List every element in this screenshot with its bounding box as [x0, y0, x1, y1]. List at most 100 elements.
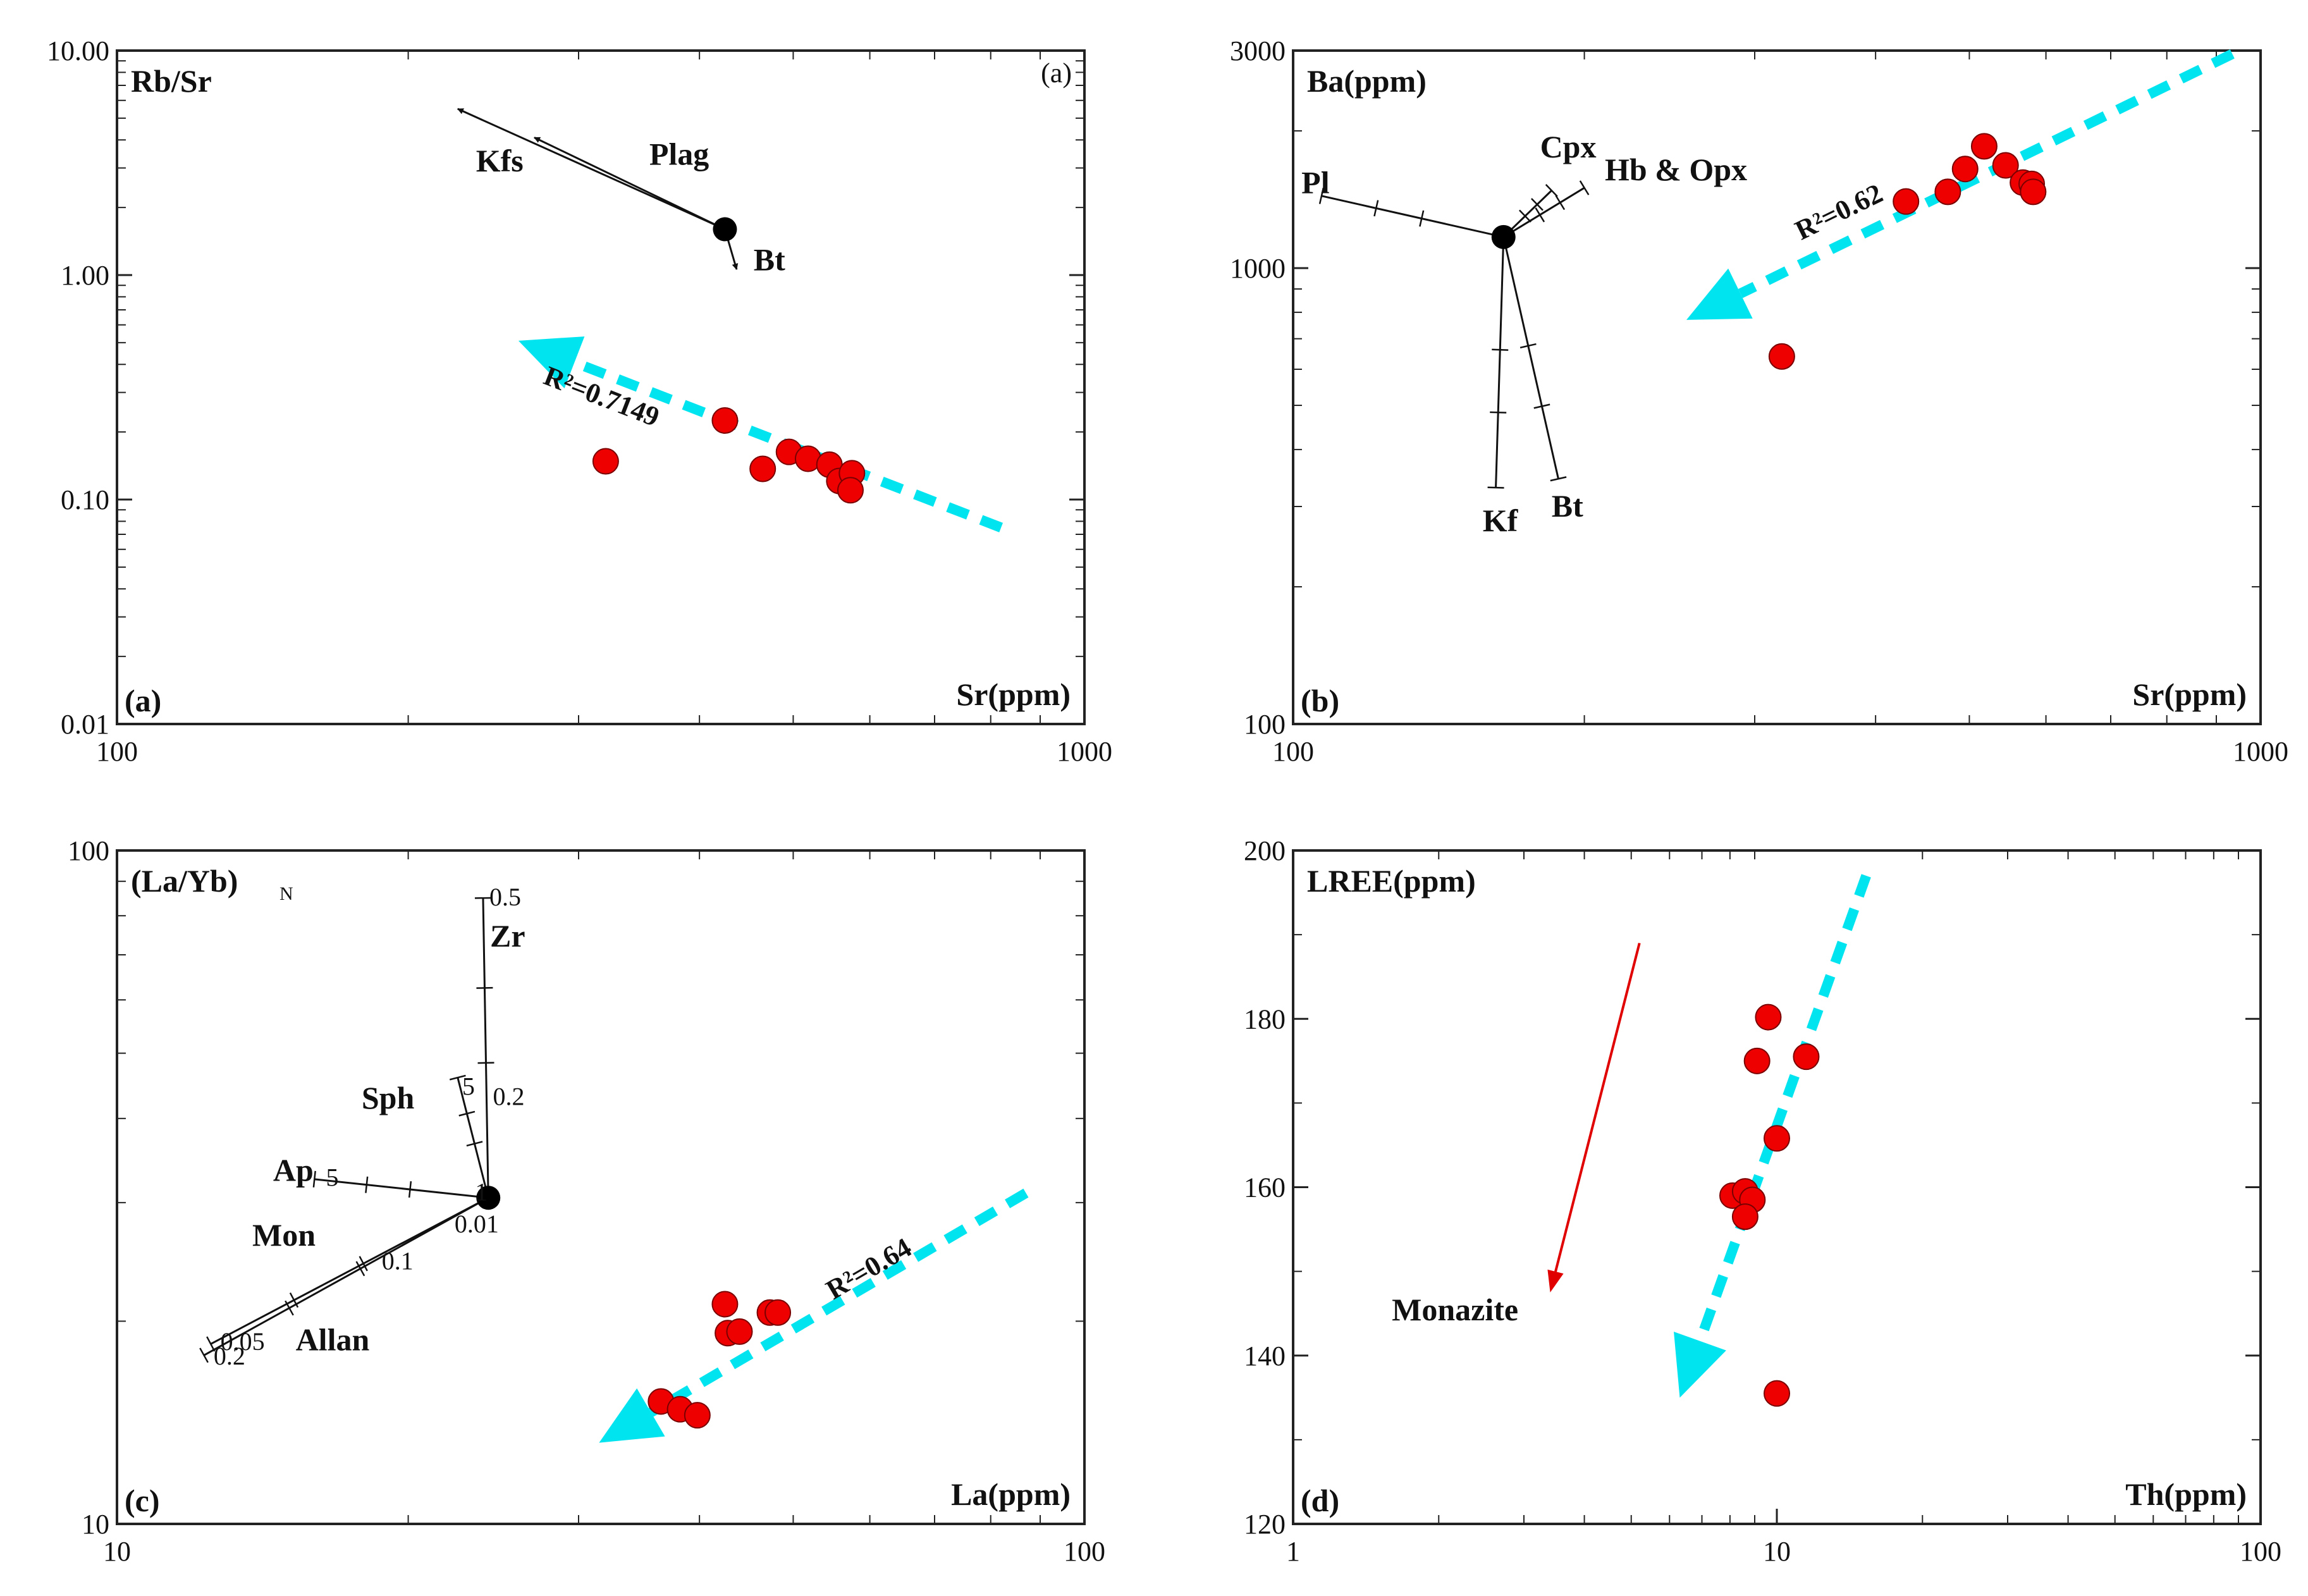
vector-label-hb-opx: Hb & Opx	[1605, 152, 1747, 187]
vector-sph-line	[457, 1077, 489, 1198]
data-point	[1893, 188, 1920, 215]
vector-tick	[1519, 343, 1537, 349]
y-tick-label: 3000	[1230, 35, 1286, 66]
chart-panel-b: 100 1000 100 1000 3000 Ba(ppm) Sr(ppm) (b) R²=0.…	[1230, 35, 2288, 767]
vector-tick	[1533, 403, 1550, 409]
vector-tick	[285, 1300, 294, 1316]
data-point	[1731, 1203, 1759, 1231]
vector-tick	[1318, 187, 1325, 204]
data-point	[684, 1402, 711, 1429]
coefficient-label: 0.2	[493, 1082, 524, 1110]
y-tick-label: 100	[1244, 709, 1286, 740]
panel-label: (d)	[1301, 1483, 1339, 1518]
vector-allan-line	[203, 1196, 489, 1356]
trend-arrowhead	[599, 1388, 665, 1443]
y-tick-label: 200	[1244, 835, 1286, 866]
vector-tick	[408, 1181, 412, 1198]
panel-corner-label: (a)	[1041, 58, 1072, 89]
vector-kf-line	[1495, 236, 1505, 488]
vector-tick	[359, 1256, 368, 1272]
coefficient-label: 0.2	[214, 1342, 245, 1370]
chart-panel-a: 100 1000 0.01 0.10 1.00 10.00 Rb/Sr Sr(ppm) (a) (…	[47, 35, 1112, 767]
y-axis-label: Rb/Sr	[131, 63, 212, 99]
panel-label: (c)	[125, 1483, 160, 1518]
vector-tick	[449, 1074, 466, 1081]
vector-pl-line	[1321, 195, 1504, 238]
data-point	[1793, 1043, 1820, 1071]
x-axis-label: Th(ppm)	[2125, 1476, 2247, 1512]
data-point	[749, 455, 776, 482]
y-tick-label: 180	[1244, 1004, 1286, 1034]
vector-tick	[1550, 476, 1567, 482]
y-axis-label: (La/Yb)	[131, 863, 238, 899]
vector-tick	[1490, 411, 1507, 414]
trend-arrowhead	[518, 336, 585, 389]
plot-frame	[1292, 49, 2262, 725]
x-tick-label: 1000	[2233, 736, 2288, 767]
data-point	[1992, 152, 2019, 179]
vector-tick	[206, 1336, 216, 1352]
data-point	[726, 1318, 753, 1345]
y-tick-label: 120	[1244, 1509, 1286, 1540]
vector-tick	[1579, 180, 1590, 195]
data-point	[1951, 156, 1979, 183]
vector-tick	[1535, 207, 1545, 223]
vector-tick	[1531, 198, 1544, 211]
monazite-arrowhead	[1547, 1269, 1564, 1292]
x-tick-label: 100	[1272, 736, 1314, 767]
y-tick-label: 10.00	[47, 35, 109, 66]
x-tick-label: 100	[2240, 1536, 2281, 1567]
chart-panel-d: 1 10 100 120 140 160 180 200 LREE(ppm) Th(ppm) (d)…	[1244, 835, 2281, 1567]
x-axis-label: Sr(ppm)	[956, 677, 1071, 712]
y-axis-label: LREE(ppm)	[1307, 863, 1476, 899]
y-tick-label: 140	[1244, 1341, 1286, 1372]
data-point	[1755, 1004, 1782, 1031]
x-axis-label: La(ppm)	[951, 1476, 1071, 1512]
x-tick-label: 10	[1763, 1536, 1791, 1567]
data-point	[711, 407, 739, 434]
coefficient-label: 1	[475, 1178, 488, 1206]
vector-tick	[199, 1347, 209, 1363]
vector-tick	[1419, 210, 1425, 227]
coefficient-label: 0.01	[455, 1210, 499, 1238]
y-tick-label: 10	[82, 1509, 109, 1540]
y-tick-label: 0.01	[61, 709, 109, 740]
vector-label-kfs: Kfs	[476, 143, 524, 178]
vector-label-plag: Plag	[649, 137, 709, 172]
vector-tick	[365, 1176, 369, 1193]
y-tick-label: 1000	[1230, 253, 1286, 284]
plot-frame	[1292, 849, 2262, 1525]
panel-label: (a)	[125, 683, 161, 718]
y-tick-label: 160	[1244, 1172, 1286, 1203]
vector-plag-line	[534, 137, 726, 230]
vector-label-kf: Kf	[1483, 503, 1519, 538]
x-tick-label: 100	[96, 736, 138, 767]
vector-label-sph: Sph	[362, 1080, 415, 1115]
data-point	[1743, 1047, 1771, 1074]
plot-frame	[116, 849, 1086, 1525]
y-tick-label: 1.00	[61, 260, 109, 291]
y-axis-label: Ba(ppm)	[1307, 63, 1427, 99]
vector-origin-point	[476, 1186, 501, 1210]
r-squared-label: R²=0.62	[1790, 178, 1888, 246]
data-point	[837, 477, 864, 504]
vector-tick	[1373, 200, 1379, 217]
vector-bt-line	[1502, 236, 1559, 479]
x-tick-label: 10	[103, 1536, 131, 1567]
trend-line	[1695, 874, 1871, 1343]
vector-label-zr: Zr	[490, 918, 525, 954]
vector-tick	[466, 1141, 483, 1147]
vector-tick	[458, 1110, 476, 1117]
vector-tick	[1519, 209, 1532, 223]
vector-origin-point	[713, 217, 737, 242]
vector-tick	[1545, 184, 1558, 197]
data-point	[764, 1299, 792, 1326]
x-tick-label: 100	[1064, 1536, 1105, 1567]
vector-ap-line	[314, 1178, 489, 1199]
coefficient-label: 5	[462, 1072, 475, 1100]
vector-tick	[355, 1261, 365, 1277]
vector-label-mon: Mon	[252, 1217, 316, 1253]
vector-hb-opx-line	[1502, 187, 1585, 238]
trend-arrowhead	[1674, 1332, 1726, 1398]
